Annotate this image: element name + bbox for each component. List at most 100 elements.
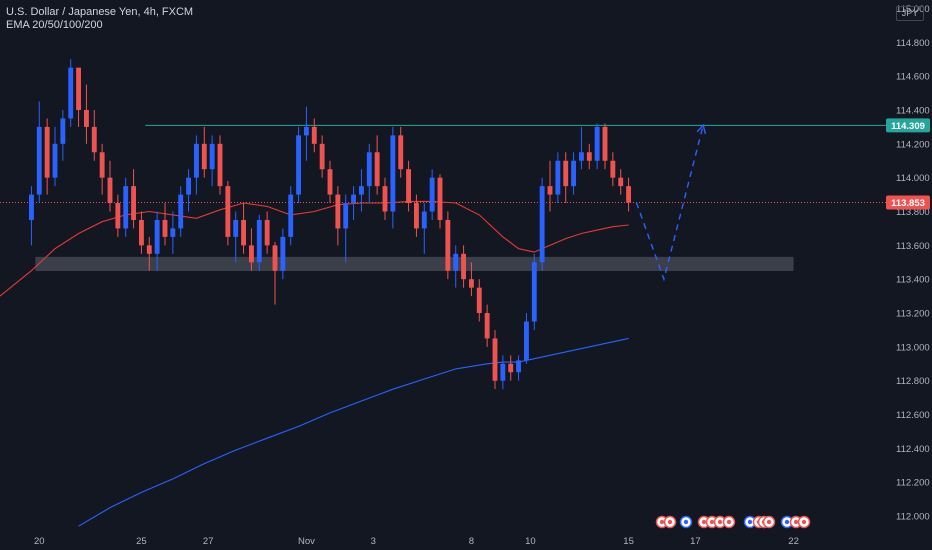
candle-body bbox=[146, 245, 152, 254]
candle-body bbox=[233, 219, 239, 237]
candle-body bbox=[390, 135, 396, 212]
candle bbox=[461, 245, 467, 288]
candle-body bbox=[406, 169, 412, 204]
candle-body bbox=[99, 152, 105, 178]
candle bbox=[390, 126, 396, 229]
event-marker-icon[interactable] bbox=[722, 515, 736, 529]
candle bbox=[421, 203, 427, 254]
candle bbox=[248, 228, 254, 271]
candle bbox=[571, 152, 577, 195]
candle-body bbox=[547, 186, 553, 195]
y-tick-label: 112.600 bbox=[896, 410, 930, 421]
candle-body bbox=[610, 160, 616, 178]
event-marker-dot bbox=[659, 519, 665, 525]
currency-badge[interactable]: JPY bbox=[896, 6, 924, 21]
candle-body bbox=[36, 126, 42, 195]
candle bbox=[437, 174, 443, 229]
price-axis[interactable]: 112.000 112.200 112.400 112.600 112.800 113.0… bbox=[896, 4, 930, 523]
candle bbox=[241, 203, 247, 254]
event-marker-icon[interactable] bbox=[663, 515, 677, 529]
candle-body bbox=[52, 143, 58, 178]
candle-body bbox=[571, 160, 577, 187]
candle-body bbox=[327, 169, 333, 195]
candle bbox=[28, 186, 34, 246]
candle bbox=[131, 169, 137, 229]
candle-body bbox=[193, 143, 199, 178]
candle-body bbox=[453, 253, 459, 271]
candle bbox=[335, 186, 341, 246]
candle bbox=[60, 109, 66, 161]
candle-body bbox=[296, 135, 302, 195]
candle-body bbox=[602, 126, 608, 161]
x-tick-label: 15 bbox=[623, 536, 634, 547]
candle bbox=[52, 126, 58, 187]
x-tick-label: 25 bbox=[136, 536, 147, 547]
event-marker-icon[interactable] bbox=[679, 515, 693, 529]
candle bbox=[476, 279, 482, 322]
candle bbox=[233, 211, 239, 263]
indicator-label[interactable]: EMA 20/50/100/200 bbox=[6, 19, 103, 31]
y-tick-label: 113.400 bbox=[896, 275, 930, 286]
candle bbox=[256, 214, 262, 271]
event-marker-dot bbox=[801, 519, 807, 525]
candle bbox=[523, 313, 529, 364]
symbol-title[interactable]: U.S. Dollar / Japanese Yen, 4h, FXCM bbox=[6, 6, 194, 18]
y-tick-label: 114.600 bbox=[896, 72, 930, 83]
event-marker-icon[interactable] bbox=[762, 515, 776, 529]
candle bbox=[99, 143, 105, 195]
candle bbox=[327, 160, 333, 204]
projection-layer bbox=[635, 123, 707, 282]
candle bbox=[311, 118, 317, 153]
candle-body bbox=[170, 228, 176, 237]
x-tick-label: 20 bbox=[34, 536, 45, 547]
candle-body bbox=[83, 109, 89, 127]
candle-body bbox=[123, 186, 129, 229]
candle bbox=[170, 211, 176, 254]
candle-body bbox=[421, 211, 427, 229]
candle-body bbox=[186, 177, 192, 195]
candle-body bbox=[563, 160, 569, 187]
candle-body bbox=[44, 126, 50, 178]
y-tick-label: 114.800 bbox=[896, 38, 930, 49]
y-tick-label: 113.000 bbox=[896, 342, 930, 353]
event-marker-dot bbox=[667, 519, 673, 525]
candle-body bbox=[154, 219, 160, 254]
event-marker-dot bbox=[793, 519, 799, 525]
candle bbox=[193, 135, 199, 195]
candle-body bbox=[468, 279, 474, 288]
x-tick-label: 27 bbox=[203, 536, 214, 547]
candle-body bbox=[131, 186, 137, 220]
event-marker-dot bbox=[683, 519, 689, 525]
candle bbox=[610, 152, 616, 187]
time-axis[interactable]: 20 25 27 Nov 3 8 10 15 17 22 bbox=[34, 515, 811, 548]
candle-body bbox=[272, 245, 278, 271]
candle-body bbox=[68, 67, 74, 119]
y-tick-label: 112.400 bbox=[896, 444, 930, 455]
line-layer bbox=[0, 124, 886, 527]
candle-body bbox=[531, 262, 537, 322]
candle bbox=[115, 194, 121, 237]
candle bbox=[138, 211, 144, 254]
candle-body bbox=[382, 186, 388, 212]
candle-body bbox=[618, 177, 624, 187]
candle-body bbox=[626, 186, 632, 203]
candle bbox=[319, 135, 325, 178]
event-marker-icon[interactable] bbox=[797, 515, 811, 529]
candle-body bbox=[508, 363, 514, 373]
candle bbox=[343, 194, 349, 263]
candle-body bbox=[437, 177, 443, 220]
event-marker-dot bbox=[766, 519, 772, 525]
candle-body bbox=[162, 219, 168, 237]
x-tick-label: 3 bbox=[371, 536, 376, 547]
candle bbox=[602, 123, 608, 170]
candle bbox=[36, 101, 42, 204]
y-tick-label: 115.000 bbox=[896, 4, 930, 15]
y-tick-label: 114.200 bbox=[896, 139, 930, 150]
candle bbox=[508, 355, 514, 381]
candle bbox=[76, 67, 82, 127]
candle bbox=[186, 169, 192, 212]
candle bbox=[264, 211, 270, 254]
candle bbox=[123, 177, 129, 237]
candle bbox=[178, 186, 184, 237]
